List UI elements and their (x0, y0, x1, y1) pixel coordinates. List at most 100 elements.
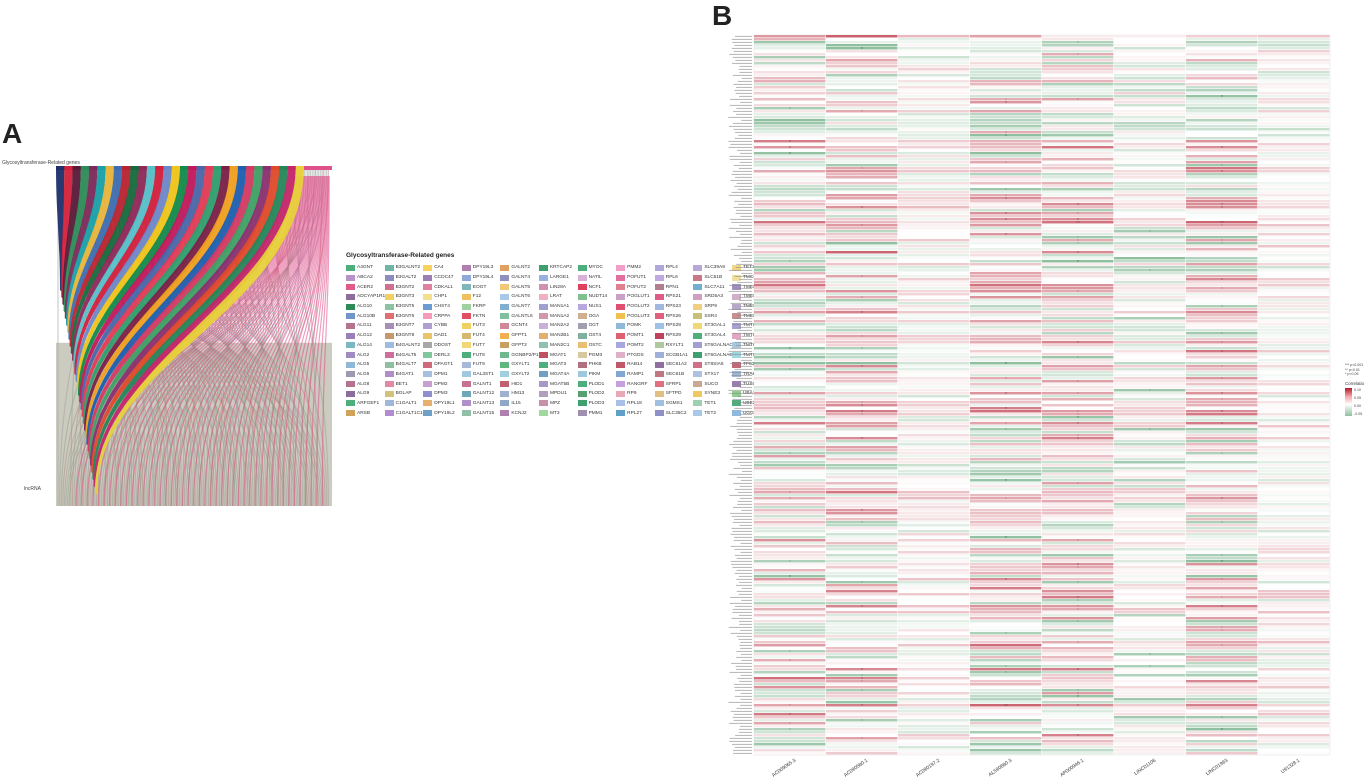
heatmap-cell (898, 497, 970, 500)
legend-item-label: B3GNT5 (395, 304, 415, 310)
heatmap-cell (1258, 350, 1330, 353)
heatmap-cell (826, 632, 898, 635)
legend-swatch (461, 322, 471, 329)
heatmap-cell (1114, 374, 1186, 377)
legend-swatch (461, 342, 471, 349)
legend-swatch (423, 322, 433, 329)
heatmap-cell (1258, 662, 1330, 665)
heatmap-cell (898, 578, 970, 581)
heatmap-cell (826, 86, 898, 89)
heatmap-cell (898, 716, 970, 719)
heatmap-cell (1186, 227, 1258, 230)
heatmap-cell (970, 200, 1042, 203)
heatmap-cell (1114, 281, 1186, 284)
heatmap-cell (1042, 80, 1114, 83)
heatmap-cell (970, 425, 1042, 428)
row-label-mark (739, 416, 752, 418)
heatmap-cell (898, 545, 970, 548)
heatmap-cell (754, 77, 826, 80)
heatmap-cell (1186, 629, 1258, 632)
row-label-mark (734, 200, 752, 202)
heatmap-cell (754, 401, 826, 404)
heatmap-cell (1042, 461, 1114, 464)
significance-mark: * (1221, 241, 1223, 245)
heatmap-cell (754, 461, 826, 464)
legend-swatch (577, 381, 587, 388)
legend-item: F12 (461, 292, 501, 302)
heatmap-cell (970, 344, 1042, 347)
heatmap-cell (1042, 752, 1114, 755)
heatmap-cell (1258, 35, 1330, 38)
colorbar-title: Correlation (1345, 380, 1364, 386)
row-label-mark (734, 368, 752, 370)
heatmap-cell (1114, 419, 1186, 422)
heatmap-cell (970, 479, 1042, 482)
heatmap-cell (970, 500, 1042, 503)
heatmap-cell (1114, 47, 1186, 50)
heatmap-cell (1114, 467, 1186, 470)
heatmap-cell (1042, 347, 1114, 350)
legend-item-label: POFUT2 (627, 284, 647, 290)
legend-swatch (423, 381, 433, 388)
heatmap-cell (1114, 482, 1186, 485)
heatmap-cell (1042, 77, 1114, 80)
legend-item-label: B4GALT7 (395, 362, 417, 368)
heatmap-cell (1042, 311, 1114, 314)
heatmap-cell (898, 707, 970, 710)
heatmap-cell (1114, 422, 1186, 425)
heatmap-cell (1258, 431, 1330, 434)
row-label-mark (732, 332, 752, 334)
heatmap-cell (1258, 116, 1330, 119)
legend-swatch (654, 381, 664, 388)
legend-swatch (616, 342, 626, 349)
heatmap-cell (1114, 140, 1186, 143)
heatmap-cell (826, 599, 898, 602)
heatmap-cell (754, 377, 826, 380)
heatmap-cell (970, 575, 1042, 578)
significance-mark: * (1077, 691, 1079, 695)
heatmap-cell (754, 305, 826, 308)
heatmap-cell (1258, 80, 1330, 83)
heatmap-cell (826, 572, 898, 575)
heatmap-cell (898, 344, 970, 347)
heatmap-cell (970, 746, 1042, 749)
heatmap-cell (1114, 218, 1186, 221)
heatmap-cell (898, 437, 970, 440)
heatmap-cell (1186, 707, 1258, 710)
sankey-target-axis-label: lncRNA (24, 486, 41, 492)
legend-item-label: SSR4 (704, 313, 717, 319)
heatmap-cell (1186, 743, 1258, 746)
heatmap-cell (1258, 215, 1330, 218)
heatmap-cell (970, 230, 1042, 233)
heatmap-cell (1114, 59, 1186, 62)
heatmap-cell (1042, 284, 1114, 287)
legend-swatch (423, 400, 433, 407)
heatmap-cell (898, 395, 970, 398)
legend-item: SLC51B (693, 273, 732, 283)
heatmap-cell (826, 227, 898, 230)
heatmap-cell (1258, 164, 1330, 167)
heatmap-cell (898, 455, 970, 458)
row-label-mark (729, 722, 752, 724)
heatmap-cell (1114, 695, 1186, 698)
heatmap-cell (970, 329, 1042, 332)
significance-mark: * (1077, 97, 1079, 101)
colorbar-tick: 0.05 (1354, 395, 1361, 400)
row-label-mark (735, 176, 752, 178)
heatmap-cell (754, 266, 826, 269)
heatmap-cell (1186, 77, 1258, 80)
heatmap-cell (1042, 671, 1114, 674)
heatmap-cell (1258, 167, 1330, 170)
heatmap-cell (1186, 683, 1258, 686)
significance-mark: ** (1005, 361, 1008, 365)
legend-item-label: FKRP (472, 304, 486, 310)
heatmap-cell (898, 548, 970, 551)
heatmap-cell (1186, 437, 1258, 440)
heatmap-cell (1186, 167, 1258, 170)
legend-item-label: C1GALT1C1L (395, 410, 424, 416)
heatmap-cell (970, 551, 1042, 554)
significance-mark: ** (1005, 217, 1008, 221)
heatmap-cell (1042, 404, 1114, 407)
heatmap-cell (898, 374, 970, 377)
